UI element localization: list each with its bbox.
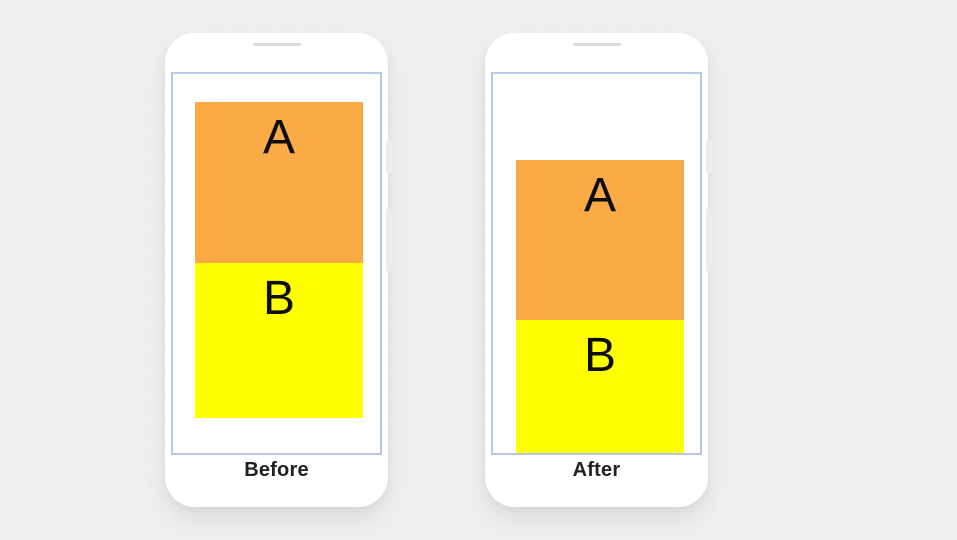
- volume-button-icon: [706, 208, 713, 272]
- power-button-icon: [706, 140, 713, 174]
- block-b-label: B: [583, 329, 616, 382]
- speaker-slit-icon: [572, 43, 621, 46]
- content-block-b: B: [195, 263, 363, 418]
- phone-mockup-before: A B Before: [165, 33, 393, 507]
- speaker-slit-icon: [252, 43, 301, 46]
- content-block-b: B: [516, 320, 684, 453]
- content-block-a: A: [516, 160, 684, 320]
- power-button-icon: [386, 140, 393, 174]
- block-a-label: A: [262, 111, 295, 164]
- screen-viewport-before: A B: [171, 72, 382, 455]
- block-b-label: B: [262, 272, 295, 325]
- caption-before: Before: [244, 459, 309, 481]
- screen-viewport-after: A B: [491, 72, 702, 455]
- volume-button-icon: [386, 208, 393, 272]
- caption-after: After: [572, 459, 621, 481]
- phone-mockup-after: A B After: [485, 33, 713, 507]
- block-a-label: A: [583, 169, 616, 222]
- content-block-a: A: [195, 102, 363, 263]
